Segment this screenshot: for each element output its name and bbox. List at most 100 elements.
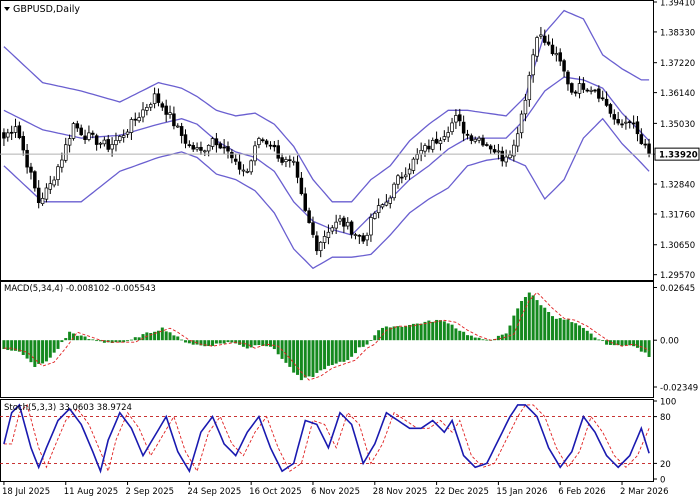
candle[interactable]: [535, 35, 539, 62]
candle[interactable]: [33, 170, 37, 192]
candle[interactable]: [450, 117, 454, 135]
candle[interactable]: [172, 106, 176, 130]
candle[interactable]: [218, 141, 223, 150]
candle[interactable]: [21, 131, 25, 156]
candle[interactable]: [191, 142, 195, 152]
candle[interactable]: [284, 156, 288, 168]
candle[interactable]: [268, 141, 273, 150]
candle[interactable]: [291, 156, 296, 166]
candle[interactable]: [222, 139, 226, 155]
candle[interactable]: [40, 192, 45, 206]
candle[interactable]: [380, 203, 385, 210]
candle[interactable]: [176, 123, 180, 128]
candle[interactable]: [168, 105, 172, 119]
candle[interactable]: [315, 231, 319, 255]
candle[interactable]: [488, 144, 493, 155]
candle[interactable]: [585, 88, 590, 93]
candle[interactable]: [635, 116, 640, 142]
candle[interactable]: [91, 130, 95, 139]
candle[interactable]: [500, 146, 505, 167]
candle[interactable]: [67, 134, 72, 153]
candle[interactable]: [566, 70, 570, 91]
candle[interactable]: [110, 137, 114, 157]
candle[interactable]: [639, 128, 644, 145]
candle[interactable]: [152, 87, 157, 109]
candle[interactable]: [396, 174, 400, 189]
candle[interactable]: [357, 234, 362, 244]
candle[interactable]: [430, 137, 435, 153]
candle[interactable]: [17, 121, 22, 140]
candle[interactable]: [485, 142, 489, 147]
candle[interactable]: [550, 38, 555, 56]
candle[interactable]: [326, 224, 331, 245]
candle[interactable]: [349, 220, 354, 239]
candle[interactable]: [446, 126, 450, 142]
candle[interactable]: [600, 90, 605, 101]
candle[interactable]: [577, 76, 582, 99]
candle[interactable]: [415, 148, 420, 165]
candle[interactable]: [79, 124, 83, 137]
candle[interactable]: [419, 142, 423, 162]
macd-pane[interactable]: [2, 291, 651, 381]
candle[interactable]: [106, 134, 110, 153]
candle[interactable]: [129, 117, 134, 141]
candle[interactable]: [597, 85, 601, 103]
candle[interactable]: [311, 216, 315, 238]
candle[interactable]: [581, 77, 586, 93]
candle[interactable]: [427, 139, 431, 153]
candle[interactable]: [342, 215, 346, 233]
price-pane[interactable]: [0, 9, 653, 270]
candle[interactable]: [245, 168, 250, 174]
candle[interactable]: [612, 109, 617, 125]
candle[interactable]: [365, 232, 369, 247]
candle[interactable]: [94, 133, 99, 151]
candle[interactable]: [257, 136, 261, 149]
candle[interactable]: [458, 108, 462, 127]
candle[interactable]: [643, 138, 647, 149]
candle[interactable]: [558, 48, 562, 66]
candle[interactable]: [624, 115, 628, 130]
candle[interactable]: [543, 29, 547, 46]
candle[interactable]: [52, 176, 56, 188]
candle[interactable]: [504, 149, 508, 167]
candle[interactable]: [48, 175, 53, 194]
candle[interactable]: [36, 180, 41, 209]
candle[interactable]: [98, 141, 103, 149]
candle[interactable]: [573, 90, 578, 97]
candle[interactable]: [288, 155, 292, 168]
candle[interactable]: [179, 122, 184, 144]
candle[interactable]: [492, 144, 497, 154]
candle[interactable]: [454, 109, 458, 129]
candle[interactable]: [118, 134, 122, 144]
candle[interactable]: [102, 136, 107, 147]
candle[interactable]: [353, 232, 358, 240]
candle[interactable]: [531, 48, 535, 83]
candle[interactable]: [523, 93, 528, 122]
candle[interactable]: [237, 154, 242, 175]
candle[interactable]: [9, 125, 14, 140]
candle[interactable]: [195, 142, 199, 152]
candle[interactable]: [608, 102, 613, 118]
candle[interactable]: [461, 115, 466, 142]
candle[interactable]: [473, 136, 477, 144]
candle[interactable]: [334, 214, 338, 234]
candle[interactable]: [156, 88, 161, 107]
candle[interactable]: [137, 112, 141, 123]
candle[interactable]: [199, 141, 203, 155]
candle[interactable]: [29, 162, 33, 180]
candle[interactable]: [376, 198, 381, 219]
candle[interactable]: [403, 167, 408, 180]
candle[interactable]: [141, 102, 145, 123]
candle[interactable]: [233, 153, 238, 166]
candle[interactable]: [330, 225, 335, 235]
candle[interactable]: [75, 120, 80, 132]
candle[interactable]: [44, 183, 49, 203]
candle[interactable]: [318, 241, 323, 258]
candle[interactable]: [71, 121, 76, 141]
candle[interactable]: [145, 103, 149, 116]
candle[interactable]: [369, 213, 373, 242]
candle[interactable]: [87, 125, 91, 142]
candle[interactable]: [299, 172, 304, 196]
